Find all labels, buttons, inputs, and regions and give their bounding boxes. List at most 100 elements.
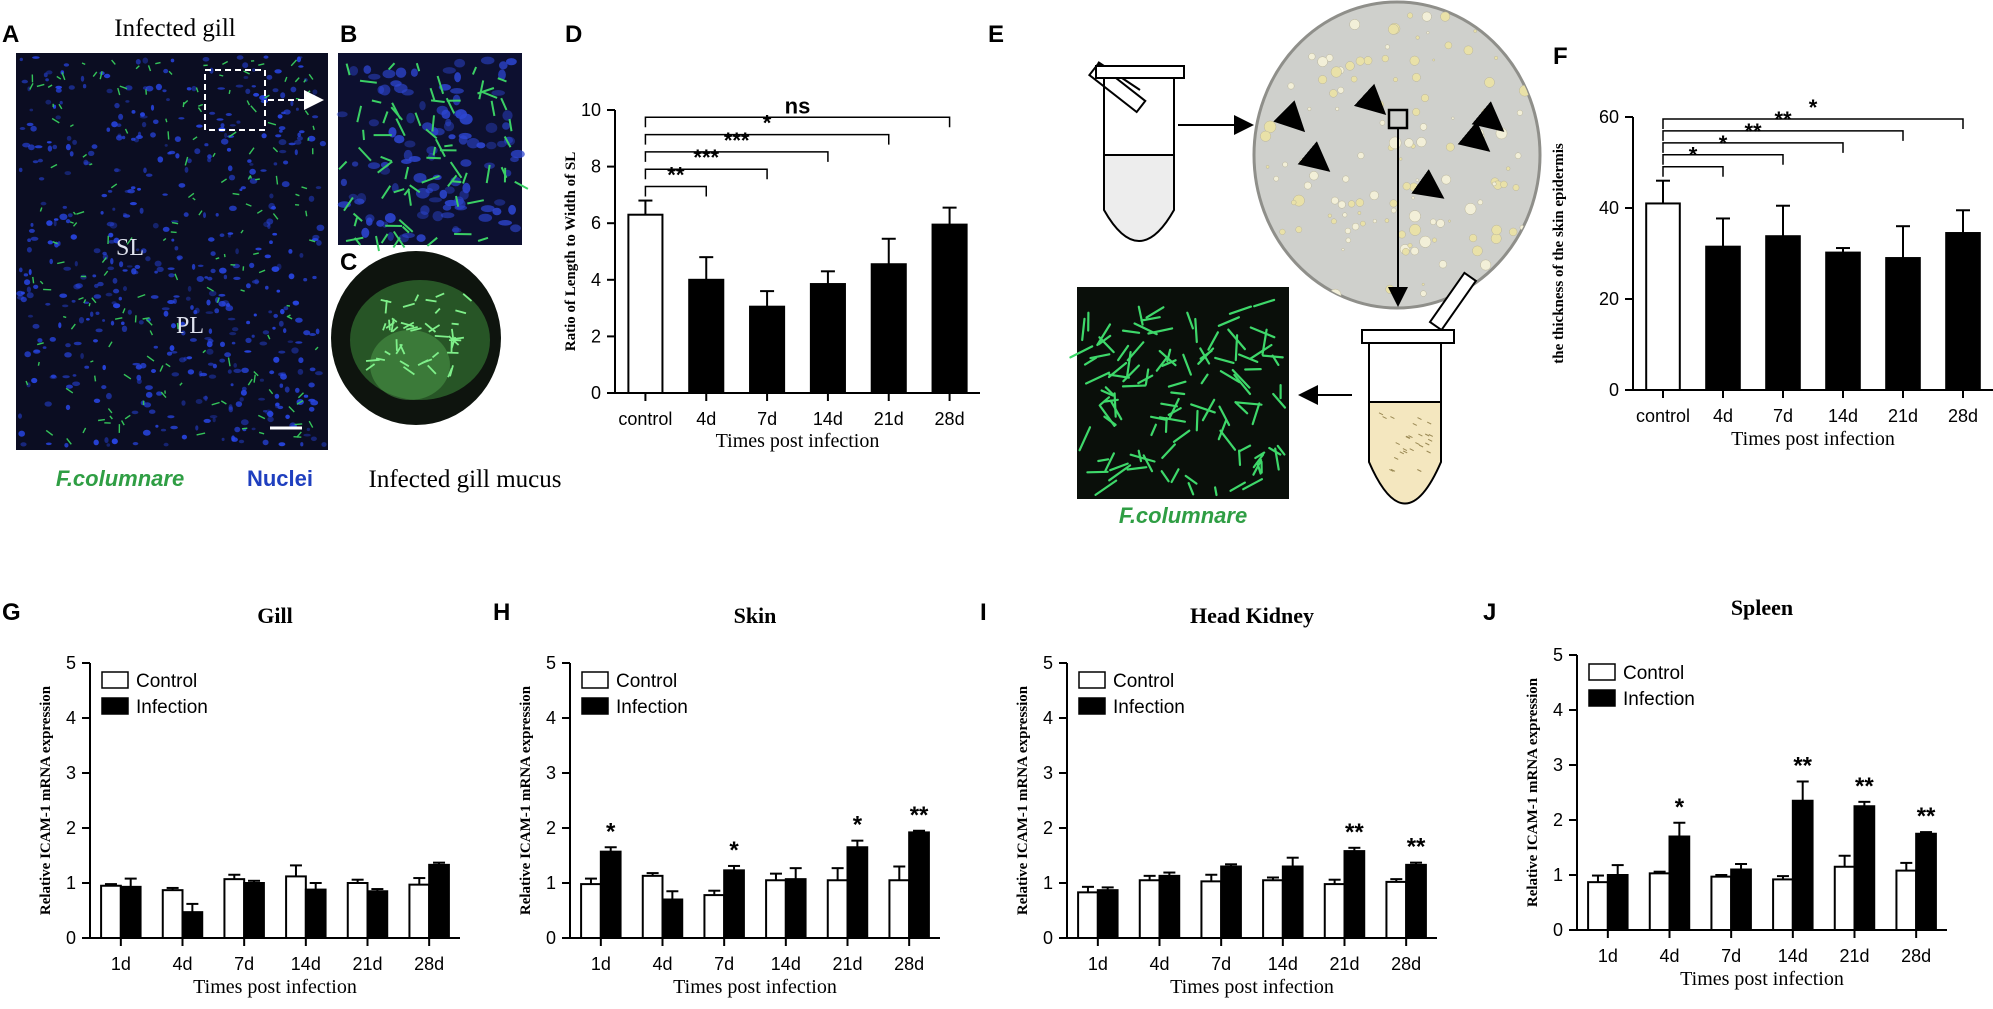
comparison-bracket	[644, 151, 829, 162]
x-tick-label: 4d	[1659, 946, 1679, 966]
gill-micrograph	[16, 53, 328, 450]
panel-c-caption: Infected gill mucus	[369, 466, 562, 493]
y-tick-label: 5	[546, 653, 556, 673]
y-axis-title: Ratio of Length to Width of SL	[563, 152, 579, 351]
y-tick-label: 40	[1599, 198, 1619, 218]
y-tick-label: 1	[546, 873, 556, 893]
chart-h: 0 1 2 3 4 5 1d 4d 7d 14d 21d 28d Times post infectio…	[518, 603, 940, 998]
panel-e-caption: F.columnare	[1119, 503, 1247, 528]
y-tick-label: 5	[1043, 653, 1053, 673]
panel-a: A Infected gill SL PL F.columnare Nuclei	[2, 15, 328, 491]
y-tick-label: 3	[1553, 755, 1563, 775]
significance-star: **	[1917, 803, 1936, 830]
bar-infection	[723, 869, 745, 939]
bar	[1645, 202, 1681, 391]
bar-infection	[1606, 874, 1629, 931]
bar-infection	[1915, 832, 1937, 931]
x-tick-label: 28d	[414, 954, 444, 974]
bar-infection	[304, 888, 327, 939]
panel-letter-a: A	[2, 21, 19, 48]
x-tick-label: 14d	[291, 954, 321, 974]
bar-control	[161, 889, 184, 940]
bar-infection	[599, 850, 622, 940]
bar-control	[580, 883, 602, 939]
legend-label-control: Control	[616, 671, 677, 692]
bar-infection	[181, 911, 204, 940]
bar	[688, 278, 725, 394]
x-tick-label: 4d	[172, 954, 192, 974]
x-tick-label: 14d	[813, 409, 843, 429]
x-tick-label: 21d	[1839, 946, 1869, 966]
x-tick-label: 28d	[894, 954, 924, 974]
bar-infection	[1791, 799, 1814, 931]
bar	[870, 263, 907, 394]
x-tick-label: 14d	[1828, 406, 1858, 426]
legend-label-control: Control	[1623, 663, 1684, 684]
zoom-region-box	[204, 69, 266, 131]
chart-i: 0 1 2 3 4 5 1d 4d 7d 14d 21d 28d Times post infectio…	[1015, 603, 1437, 998]
bar-infection	[1158, 874, 1181, 939]
bar-infection	[846, 846, 869, 939]
y-tick-label: 0	[1043, 928, 1053, 948]
x-tick-label: 14d	[771, 954, 801, 974]
bar-infection	[119, 885, 142, 939]
y-tick-label: 2	[1553, 810, 1563, 830]
legend-swatch-control	[101, 671, 129, 689]
comparison-bracket	[644, 185, 707, 197]
significance-star: **	[1793, 753, 1812, 780]
y-tick-label: 0	[1609, 380, 1619, 400]
y-tick-label: 1	[66, 873, 76, 893]
bar-control	[1648, 872, 1671, 931]
panel-letter-e: E	[988, 21, 1004, 48]
significance-star: *	[606, 818, 616, 845]
bar-control	[346, 882, 369, 939]
comparison-bracket	[1662, 165, 1724, 177]
chart-title: Skin	[734, 603, 777, 628]
panel-letter-g: G	[2, 599, 21, 626]
y-tick-label: 6	[591, 213, 601, 233]
significance-star: *	[853, 812, 863, 839]
y-tick-label: 1	[1043, 873, 1053, 893]
x-tick-label: 7d	[1773, 406, 1793, 426]
bar-infection	[1220, 865, 1242, 939]
x-tick-label: 4d	[696, 409, 716, 429]
x-tick-label: 21d	[352, 954, 382, 974]
x-tick-label: 7d	[234, 954, 254, 974]
y-tick-label: 2	[66, 818, 76, 838]
panel-letter-b: B	[340, 21, 357, 48]
x-tick-label: 1d	[1598, 946, 1618, 966]
comparison-bracket	[1662, 154, 1784, 165]
significance-star: **	[910, 802, 929, 829]
x-tick-label: 1d	[111, 954, 131, 974]
y-axis-title: the thickness of the skin epidermis	[1551, 143, 1567, 364]
bar-control	[1895, 869, 1918, 931]
x-tick-label: 21d	[874, 409, 904, 429]
y-tick-label: 0	[1553, 920, 1563, 940]
y-axis-title: Relative ICAM-1 mRNA expression	[38, 685, 54, 915]
y-tick-label: 5	[66, 653, 76, 673]
significance-star: **	[1855, 773, 1874, 800]
y-tick-label: 0	[591, 383, 601, 403]
bar	[931, 223, 968, 394]
x-axis-title: Times post infection	[673, 976, 837, 998]
bar-control	[285, 875, 307, 940]
significance-label: *	[1809, 95, 1818, 120]
panel-a-title: Infected gill	[114, 15, 236, 42]
bar-control	[641, 874, 664, 939]
bar-infection	[1668, 835, 1691, 931]
y-tick-label: 3	[1043, 763, 1053, 783]
bar-control	[888, 879, 911, 939]
y-tick-label: 2	[1043, 818, 1053, 838]
panel-b: B	[336, 21, 529, 252]
x-axis-title: Times post infection	[193, 976, 357, 998]
bar-infection	[1405, 863, 1427, 939]
x-axis-title: Times post infection	[1170, 976, 1334, 998]
y-tick-label: 4	[66, 708, 76, 728]
bar-control	[1833, 865, 1856, 931]
bar	[809, 283, 846, 395]
x-tick-label: 21d	[1888, 406, 1918, 426]
x-tick-label: 21d	[1329, 954, 1359, 974]
x-tick-label: 1d	[1088, 954, 1108, 974]
bar-control	[703, 894, 726, 939]
